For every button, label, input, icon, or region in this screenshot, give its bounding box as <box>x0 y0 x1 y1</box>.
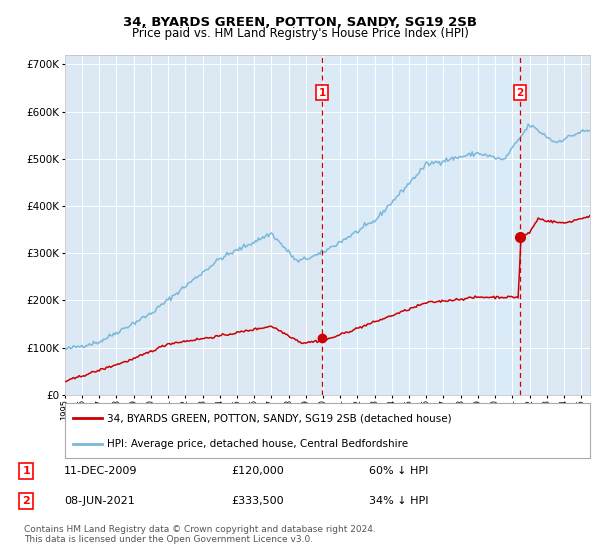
Text: 2: 2 <box>23 496 30 506</box>
Text: £120,000: £120,000 <box>231 466 284 476</box>
Text: 11-DEC-2009: 11-DEC-2009 <box>64 466 137 476</box>
Text: 60% ↓ HPI: 60% ↓ HPI <box>369 466 428 476</box>
Text: 08-JUN-2021: 08-JUN-2021 <box>64 496 134 506</box>
Text: Price paid vs. HM Land Registry's House Price Index (HPI): Price paid vs. HM Land Registry's House … <box>131 27 469 40</box>
Bar <box>322 55 520 395</box>
Text: HPI: Average price, detached house, Central Bedfordshire: HPI: Average price, detached house, Cent… <box>107 439 408 449</box>
Text: £333,500: £333,500 <box>231 496 284 506</box>
Text: 1: 1 <box>23 466 30 476</box>
Text: 34% ↓ HPI: 34% ↓ HPI <box>369 496 428 506</box>
Text: 2: 2 <box>516 88 524 97</box>
Text: Contains HM Land Registry data © Crown copyright and database right 2024.
This d: Contains HM Land Registry data © Crown c… <box>24 525 376 544</box>
Text: 34, BYARDS GREEN, POTTON, SANDY, SG19 2SB (detached house): 34, BYARDS GREEN, POTTON, SANDY, SG19 2S… <box>107 413 451 423</box>
Text: 1: 1 <box>319 88 326 97</box>
Text: 34, BYARDS GREEN, POTTON, SANDY, SG19 2SB: 34, BYARDS GREEN, POTTON, SANDY, SG19 2S… <box>123 16 477 29</box>
